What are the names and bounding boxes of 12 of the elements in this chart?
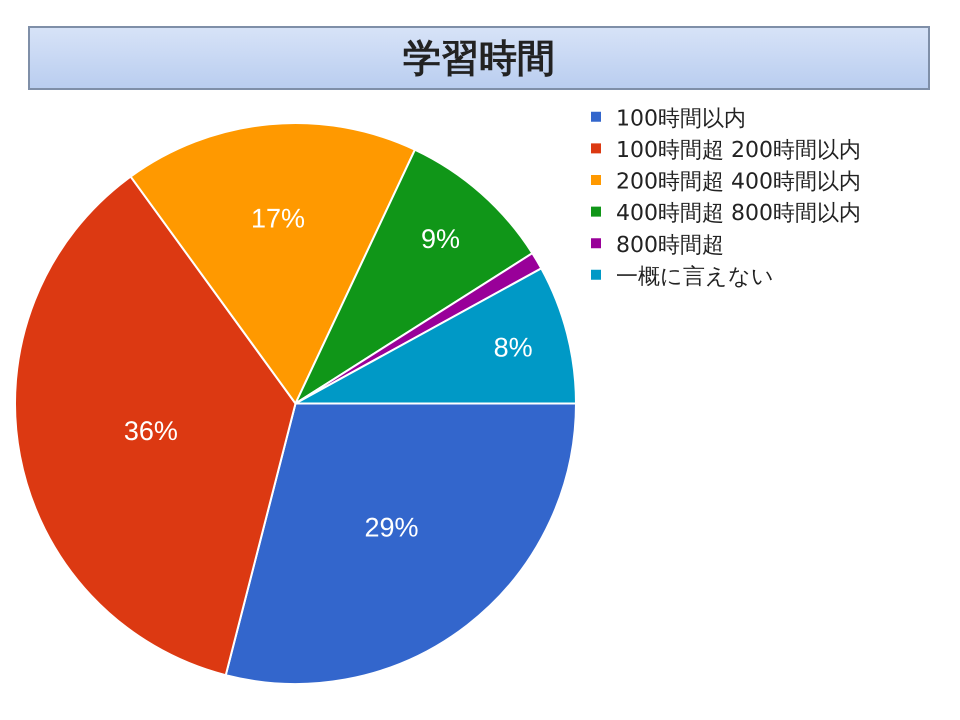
data-label: 29% bbox=[364, 512, 419, 542]
data-label: 9% bbox=[421, 224, 460, 254]
legend-label: 一概に言えない bbox=[616, 264, 774, 290]
data-label: 36% bbox=[124, 416, 178, 446]
chart-title: 学習時間 bbox=[28, 26, 930, 90]
legend-label: 200時間超 400時間以内 bbox=[616, 170, 861, 195]
data-label: 8% bbox=[494, 332, 533, 363]
legend-label: 400時間超 800時間以内 bbox=[616, 201, 861, 226]
legend-label: 100時間以内 bbox=[616, 106, 746, 132]
data-label: 17% bbox=[250, 203, 306, 234]
legend-label: 800時間超 bbox=[616, 232, 724, 258]
legend-label: 100時間超 200時間以内 bbox=[616, 138, 861, 163]
